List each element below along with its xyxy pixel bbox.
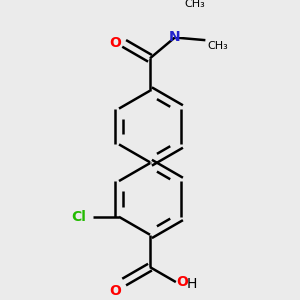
Text: H: H [187,277,197,291]
Text: N: N [169,30,181,44]
Text: O: O [110,284,122,298]
Text: O: O [177,275,189,289]
Text: CH₃: CH₃ [184,0,205,9]
Text: O: O [109,36,121,50]
Text: Cl: Cl [72,210,87,224]
Text: CH₃: CH₃ [207,41,228,51]
